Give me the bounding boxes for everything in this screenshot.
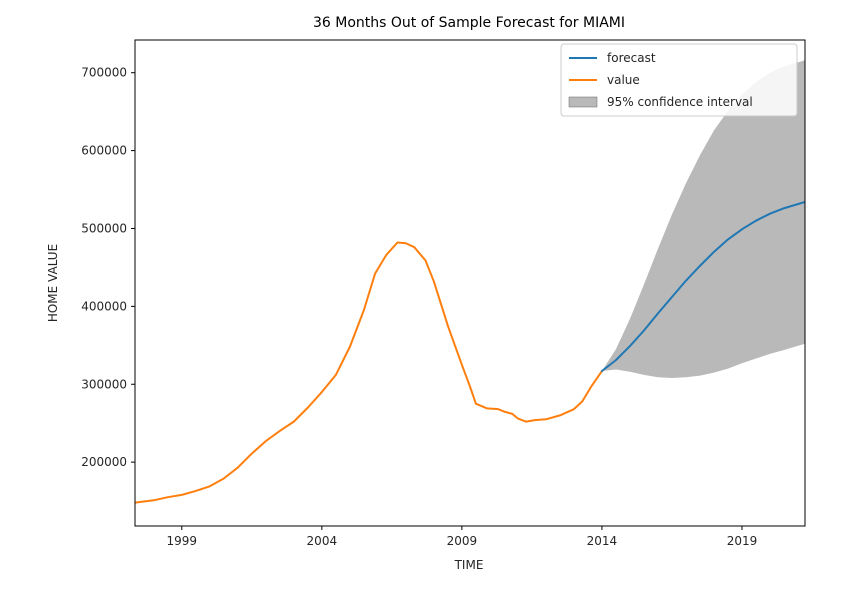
y-axis-title: HOME VALUE: [46, 244, 60, 322]
series-line-value: [135, 241, 603, 504]
axes-frame: [134, 39, 806, 527]
legend-label-forecast: forecast: [607, 51, 656, 65]
y-tick-label-600000: 600000: [81, 144, 127, 158]
y-tick-label-300000: 300000: [81, 377, 127, 391]
y-tick-label-500000: 500000: [81, 221, 127, 235]
legend-label-value: value: [607, 73, 640, 87]
legend-label-confidence-interval: 95% confidence interval: [607, 95, 753, 109]
series-line-forecast: [600, 201, 805, 373]
x-axis-title: TIME: [454, 558, 484, 572]
legend: forecast value 95% confidence interval: [560, 43, 798, 117]
y-tick-label-200000: 200000: [81, 455, 127, 469]
y-tick-label-700000: 700000: [81, 66, 127, 80]
legend-box: [560, 43, 798, 117]
legend-swatch-confidence-interval: [568, 96, 598, 108]
confidence-interval-band: [601, 60, 805, 379]
x-tick-label-2009: 2009: [447, 534, 478, 548]
x-tick-label-2004: 2004: [307, 534, 338, 548]
x-tick-label-1999: 1999: [167, 534, 198, 548]
chart-title: 36 Months Out of Sample Forecast for MIA…: [313, 15, 625, 31]
y-tick-label-400000: 400000: [81, 299, 127, 313]
x-tick-label-2019: 2019: [727, 534, 758, 548]
plot-area: [135, 60, 805, 504]
x-tick-label-2014: 2014: [587, 534, 618, 548]
